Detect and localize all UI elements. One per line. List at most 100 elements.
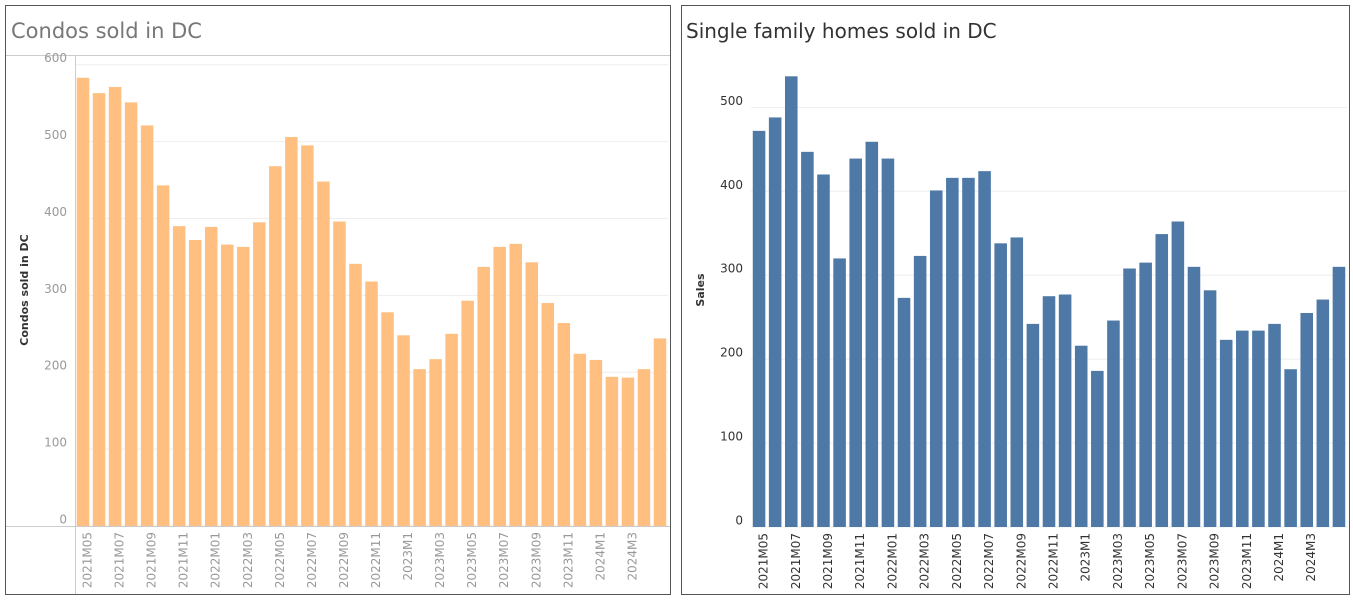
bar [477,266,490,526]
x-tick-label: 2022M03 [241,532,255,588]
bar [285,136,298,526]
y-tick-label: 400 [720,178,743,192]
y-tick-label: 200 [720,346,743,360]
bar [929,190,943,528]
bar [493,246,506,526]
bar [1058,294,1072,527]
bar [1155,234,1169,527]
chart-title: Condos sold in DC [11,19,202,43]
bar [317,181,330,527]
x-tick-label: 2023M11 [561,532,575,588]
bar [397,335,410,526]
bar [76,77,90,526]
y-axis-label: Sales [694,273,707,307]
bar [108,86,122,527]
x-tick-label: 2023M09 [529,532,543,588]
panel-border [5,5,671,595]
bar [253,222,266,526]
bar [413,369,426,526]
y-tick-label: 300 [44,282,67,296]
bar [1010,237,1024,528]
y-tick-label: 200 [44,359,67,373]
bar [1236,330,1249,527]
bar [1187,266,1201,527]
bar [833,258,846,527]
bar [1139,262,1152,527]
x-tick-label: 2022M11 [369,532,383,588]
y-tick-label: 600 [44,51,67,65]
bar [221,244,234,526]
bar [1123,268,1136,527]
x-tick-label: 2021M11 [177,532,191,588]
y-tick-label: 0 [735,514,743,528]
bar [204,226,218,527]
bar [589,359,603,526]
x-tick-label: 2022M09 [1014,533,1028,589]
bar [1268,323,1281,527]
bar [1300,312,1314,527]
bar [301,145,314,526]
x-tick-label: 2022M07 [982,533,996,589]
x-tick-label: 2024M3 [1304,533,1318,582]
x-tick-label: 2023M11 [1240,533,1254,589]
bar [978,171,991,527]
x-tick-label: 2023M03 [1111,533,1125,589]
x-tick-label: 2022M09 [337,532,351,588]
x-tick-label: 2021M05 [757,533,771,589]
x-tick-label: 2023M1 [1079,533,1093,582]
x-tick-label: 2021M07 [113,532,127,588]
bar [573,353,587,526]
x-tick-label: 2023M05 [465,532,479,588]
bar [1284,369,1297,527]
x-tick-label: 2021M05 [81,532,95,588]
bar [913,255,927,528]
bar [605,376,619,526]
x-tick-label: 2022M05 [273,532,287,588]
bar [461,300,474,526]
x-tick-label: 2022M05 [950,533,964,589]
bar [1203,290,1217,527]
bar [541,303,555,526]
bar [752,130,766,527]
bar [768,117,782,527]
bar [188,239,202,527]
x-tick-label: 2023M03 [433,532,447,588]
x-tick-label: 2023M07 [1175,533,1189,589]
bar [1026,323,1040,527]
bar [801,151,814,527]
bar [1252,330,1265,527]
y-tick-label: 300 [720,262,743,276]
bar [140,125,154,527]
chart-title: Single family homes sold in DC [686,19,997,43]
x-tick-label: 2023M1 [401,532,415,581]
bar [333,221,346,526]
bar [349,263,362,526]
y-tick-label: 500 [44,128,67,142]
bar [817,174,830,527]
x-tick-label: 2024M1 [1272,533,1286,582]
bar [1219,339,1233,527]
bar [962,177,975,527]
bar [124,102,138,526]
y-axis-label: Condos sold in DC [18,234,31,345]
y-tick-label: 500 [720,94,743,108]
x-tick-label: 2022M11 [1047,533,1061,589]
bar [1091,370,1104,527]
bar [156,185,170,526]
bar [621,377,635,526]
x-tick-label: 2023M09 [1208,533,1222,589]
bar [429,359,442,526]
bar [445,333,458,526]
x-tick-label: 2022M07 [305,532,319,588]
x-tick-label: 2024M1 [593,532,607,581]
x-tick-label: 2021M09 [821,533,835,589]
bar [365,281,378,526]
bar [849,158,862,527]
bar [1316,299,1330,527]
x-tick-label: 2023M05 [1143,533,1157,589]
bar [994,243,1007,528]
x-tick-label: 2022M01 [209,532,223,588]
bar [1332,266,1346,527]
x-tick-label: 2022M01 [885,533,899,589]
